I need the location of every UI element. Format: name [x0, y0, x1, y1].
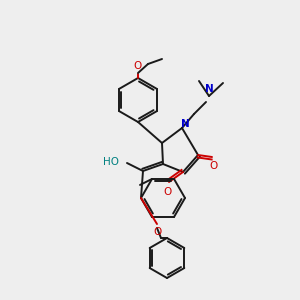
Text: N: N	[205, 84, 213, 94]
Text: O: O	[154, 227, 162, 237]
Text: N: N	[181, 119, 189, 129]
Text: O: O	[134, 61, 142, 71]
Text: O: O	[164, 187, 172, 197]
Text: HO: HO	[103, 157, 119, 167]
Text: O: O	[210, 161, 218, 171]
